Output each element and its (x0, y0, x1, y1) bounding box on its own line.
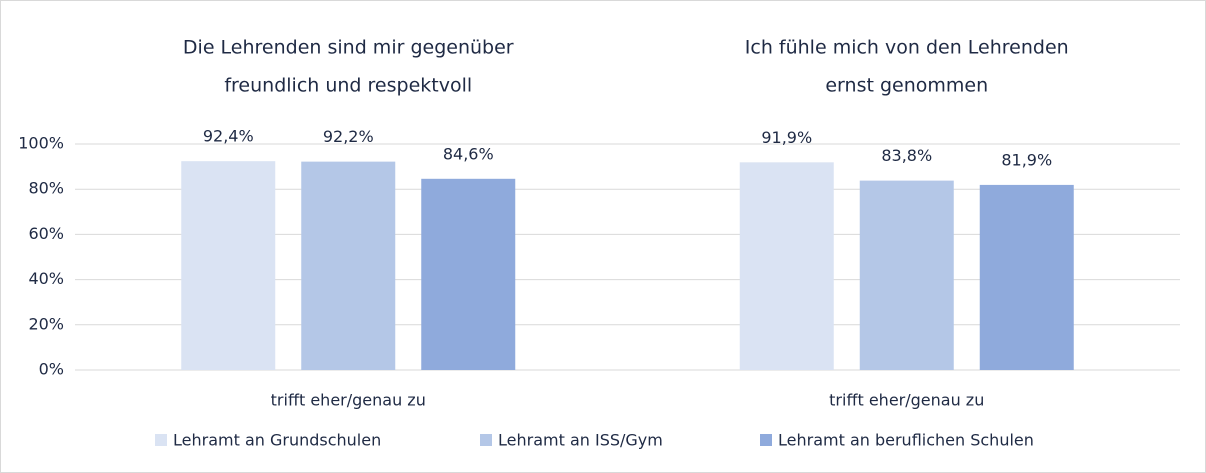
panel-title: ernst genommen (825, 75, 988, 97)
legend-label: Lehramt an ISS/Gym (498, 431, 663, 450)
bar (421, 178, 516, 370)
legend-swatch (760, 434, 772, 446)
y-tick-label: 80% (28, 179, 64, 198)
bar (979, 184, 1074, 370)
data-label: 92,4% (203, 127, 254, 146)
legend-swatch (155, 434, 167, 446)
legend-label: Lehramt an beruflichen Schulen (778, 431, 1034, 450)
y-tick-label: 60% (28, 224, 64, 243)
legend-label: Lehramt an Grundschulen (173, 431, 381, 450)
x-tick-label: trifft eher/genau zu (271, 391, 426, 410)
panel-title: Ich fühle mich von den Lehrenden (745, 37, 1069, 59)
panel-title: freundlich und respektvoll (224, 75, 472, 97)
data-label: 84,6% (443, 144, 494, 163)
panel-title: Die Lehrenden sind mir gegenüber (183, 37, 514, 59)
y-tick-label: 20% (28, 314, 64, 333)
data-label: 83,8% (881, 146, 932, 165)
y-tick-label: 40% (28, 269, 64, 288)
bar (739, 162, 834, 370)
x-tick-label: trifft eher/genau zu (829, 391, 984, 410)
bar (181, 161, 276, 370)
data-label: 92,2% (323, 127, 374, 146)
data-label: 81,9% (1001, 150, 1052, 169)
data-label: 91,9% (761, 128, 812, 147)
legend-swatch (480, 434, 492, 446)
y-tick-label: 0% (39, 360, 64, 379)
y-tick-label: 100% (18, 134, 64, 153)
bar (301, 161, 396, 370)
bar (859, 180, 954, 370)
